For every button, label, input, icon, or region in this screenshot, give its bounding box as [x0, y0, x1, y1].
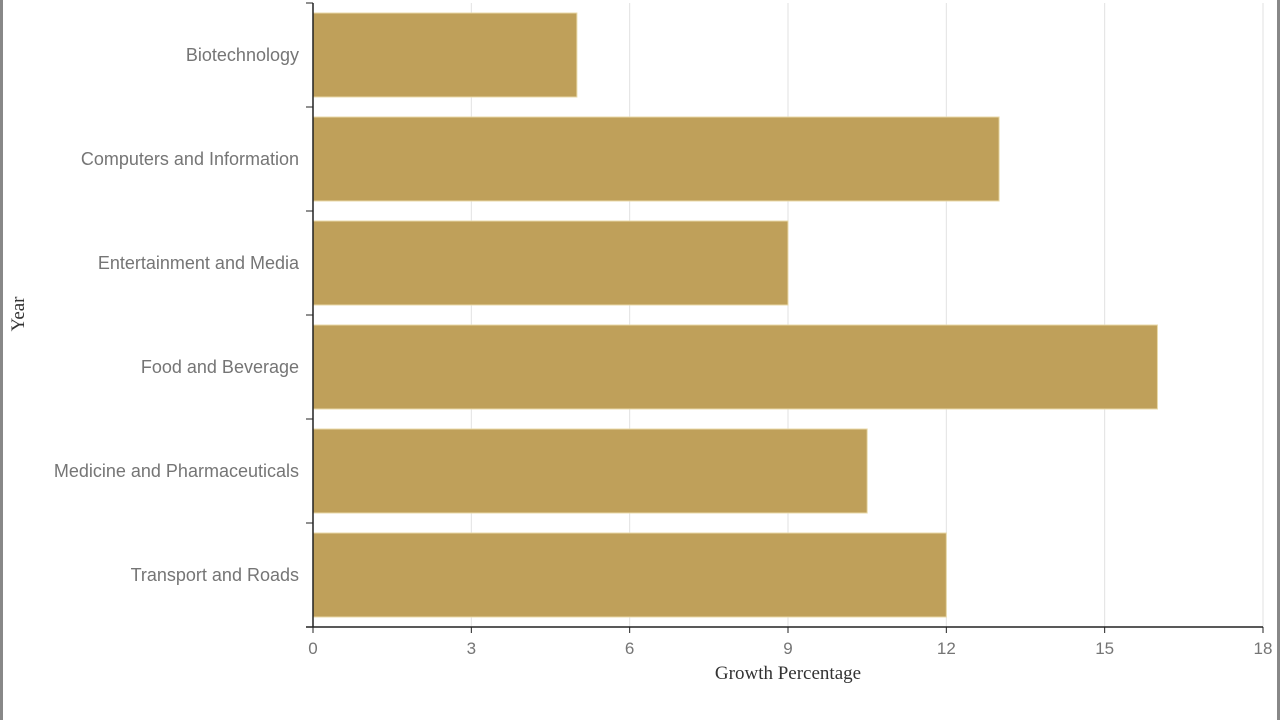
- category-label: Medicine and Pharmaceuticals: [54, 461, 299, 481]
- bar: [312, 428, 868, 514]
- x-tick-label: 6: [625, 639, 634, 658]
- bar: [312, 12, 578, 98]
- bar: [312, 324, 1158, 410]
- x-tick-label: 0: [308, 639, 317, 658]
- category-label: Computers and Information: [81, 149, 299, 169]
- axes: [306, 2, 1264, 633]
- bar: [312, 116, 1000, 202]
- category-label: Transport and Roads: [131, 565, 299, 585]
- category-label: Food and Beverage: [141, 357, 299, 377]
- x-axis-title: Growth Percentage: [715, 663, 861, 684]
- x-tick-label: 18: [1254, 639, 1273, 658]
- x-tick-label: 12: [937, 639, 956, 658]
- bar: [312, 532, 947, 618]
- gridlines: [470, 3, 1264, 627]
- bar: [312, 220, 789, 306]
- category-label: Entertainment and Media: [98, 253, 300, 273]
- bars: [312, 12, 1158, 618]
- y-axis-title: Year: [8, 296, 29, 332]
- x-tick-label: 9: [783, 639, 792, 658]
- x-tick-label: 15: [1095, 639, 1114, 658]
- labels: 0 3 6 9 12 15 18 Biotechnology Computers and Inf…: [54, 45, 1273, 658]
- x-tick-label: 3: [467, 639, 476, 658]
- category-label: Biotechnology: [186, 45, 299, 65]
